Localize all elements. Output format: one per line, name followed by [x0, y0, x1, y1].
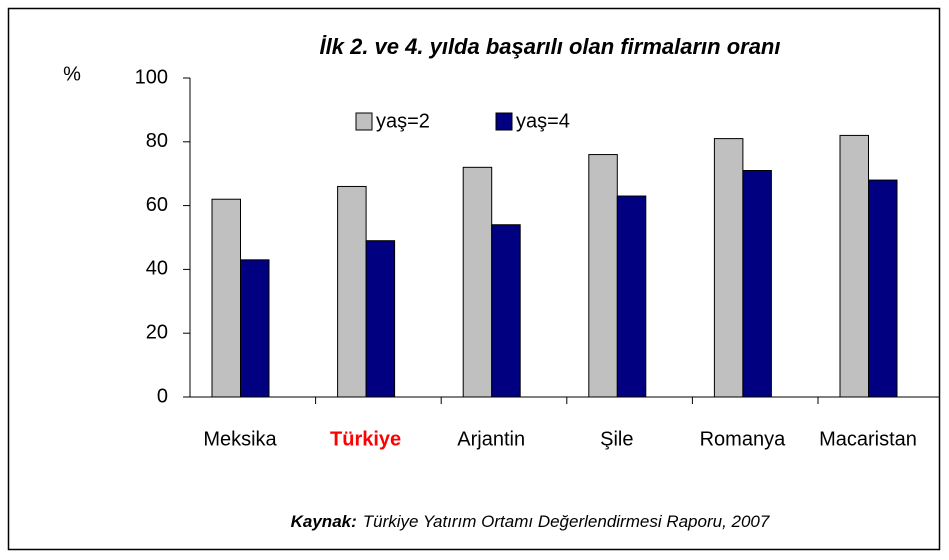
y-tick-label: 40	[146, 258, 168, 280]
y-axis-label: %	[63, 63, 81, 85]
bar	[365, 240, 396, 398]
bar	[616, 195, 647, 398]
legend-label: yaş=4	[516, 110, 570, 132]
y-tick-label: 60	[146, 194, 168, 216]
bar	[337, 185, 367, 398]
legend-swatch	[495, 112, 513, 131]
source-text: Türkiye Yatırım Ortamı Değerlendirmesi R…	[363, 512, 770, 531]
x-tick-label: Arjantin	[457, 428, 525, 450]
bar	[868, 179, 898, 398]
x-tick-label: Meksika	[203, 428, 277, 450]
bar	[742, 170, 772, 398]
bar	[211, 198, 241, 398]
legend-label: yaş=2	[376, 110, 430, 132]
bar	[240, 259, 270, 398]
bar	[713, 138, 744, 398]
x-tick-label: Şile	[600, 428, 633, 450]
bar	[839, 134, 869, 398]
source: Kaynak: Türkiye Yatırım Ortamı Değerlendi…	[291, 512, 770, 531]
x-tick-label: Macaristan	[819, 428, 917, 450]
y-tick-label: 0	[157, 385, 168, 407]
y-tick-label: 100	[135, 66, 168, 88]
x-tick-label: Romanya	[700, 428, 786, 450]
source-label: Kaynak:	[291, 512, 357, 531]
x-tick-label: Türkiye	[330, 428, 401, 450]
bar	[588, 154, 618, 398]
chart-title: İlk 2. ve 4. yılda başarılı olan firmala…	[320, 34, 781, 59]
bar	[462, 166, 493, 398]
bar	[491, 224, 521, 398]
y-tick-label: 80	[146, 130, 168, 152]
y-tick-label: 20	[146, 321, 168, 343]
legend-swatch	[355, 112, 373, 131]
